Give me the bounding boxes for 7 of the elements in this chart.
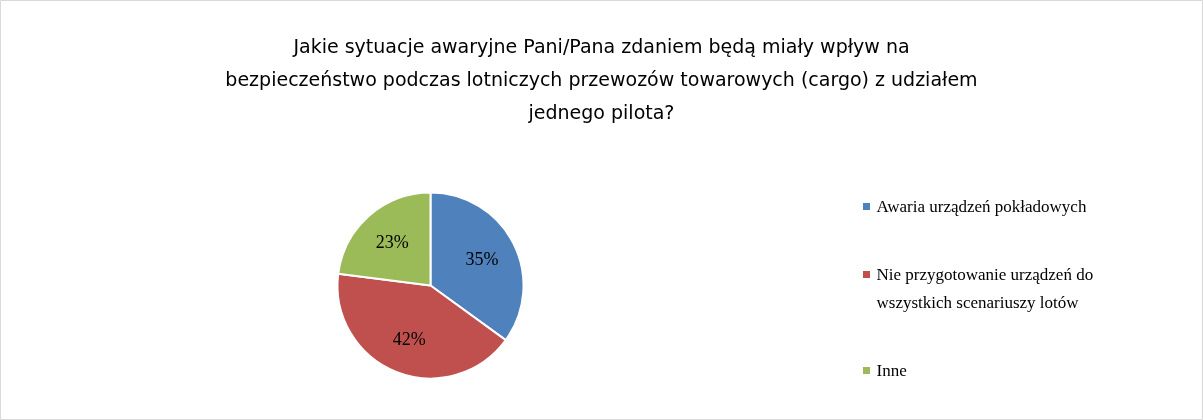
legend-label: Awaria urządzeń pokładowych [876, 197, 1087, 216]
data-label: 35% [465, 249, 499, 270]
legend-label: Inne [876, 361, 907, 380]
legend-label: Nie przygotowanie urządzeń do wszystkich scenariuszy lotów [876, 265, 1094, 312]
chart-title: Jakie sytuacje awaryjne Pani/Pana zdaniem będą miały wpływ na bezpieczeństwo podczas lotniczych przewozów towarowych (cargo) z udziałem jednego pilota? [225, 34, 978, 123]
data-label: 23% [375, 232, 409, 253]
data-label: 42% [392, 329, 426, 350]
